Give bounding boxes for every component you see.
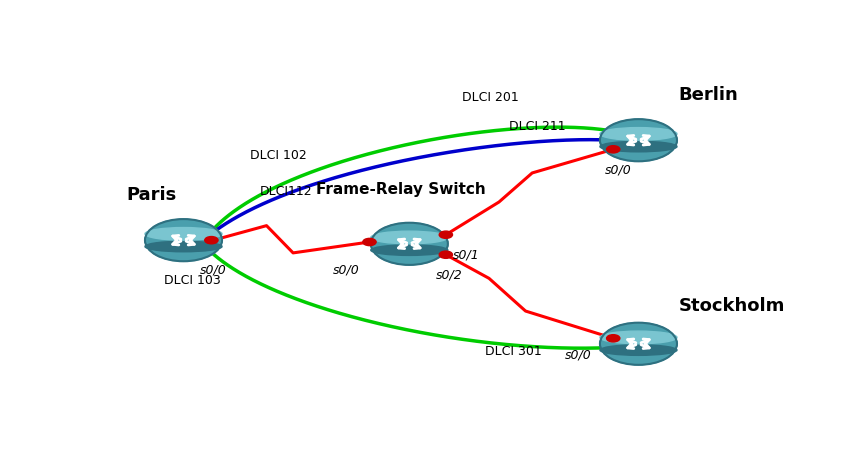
Circle shape (439, 231, 452, 238)
Text: s0/0: s0/0 (333, 264, 360, 277)
Text: s0/1: s0/1 (452, 248, 479, 261)
Text: DLCI 211: DLCI 211 (509, 120, 566, 133)
Ellipse shape (145, 228, 222, 240)
Text: s0/2: s0/2 (436, 269, 463, 281)
Text: DLCI 201: DLCI 201 (462, 91, 519, 104)
Text: s0/0: s0/0 (605, 164, 632, 177)
Text: DLCI 301: DLCI 301 (485, 346, 542, 358)
Text: Frame-Relay Switch: Frame-Relay Switch (316, 182, 486, 196)
Text: s0/0: s0/0 (566, 348, 592, 361)
Ellipse shape (371, 231, 448, 244)
Text: Stockholm: Stockholm (679, 297, 785, 315)
Ellipse shape (145, 241, 222, 252)
Circle shape (600, 323, 677, 365)
Text: DLCI 102: DLCI 102 (250, 149, 307, 162)
Circle shape (363, 238, 376, 245)
Circle shape (205, 236, 218, 244)
Circle shape (439, 251, 452, 258)
Circle shape (600, 119, 677, 161)
Text: s0/0: s0/0 (201, 264, 227, 277)
Circle shape (145, 219, 222, 261)
Circle shape (371, 223, 448, 265)
Text: DLCI112: DLCI112 (260, 185, 313, 198)
Circle shape (607, 335, 620, 342)
Text: DLCI 103: DLCI 103 (164, 274, 220, 287)
Circle shape (607, 146, 620, 153)
Text: Paris: Paris (127, 186, 177, 204)
Text: Berlin: Berlin (679, 86, 738, 104)
Ellipse shape (600, 127, 677, 140)
Ellipse shape (600, 331, 677, 344)
Ellipse shape (371, 245, 448, 255)
Ellipse shape (600, 141, 677, 152)
Ellipse shape (600, 345, 677, 355)
